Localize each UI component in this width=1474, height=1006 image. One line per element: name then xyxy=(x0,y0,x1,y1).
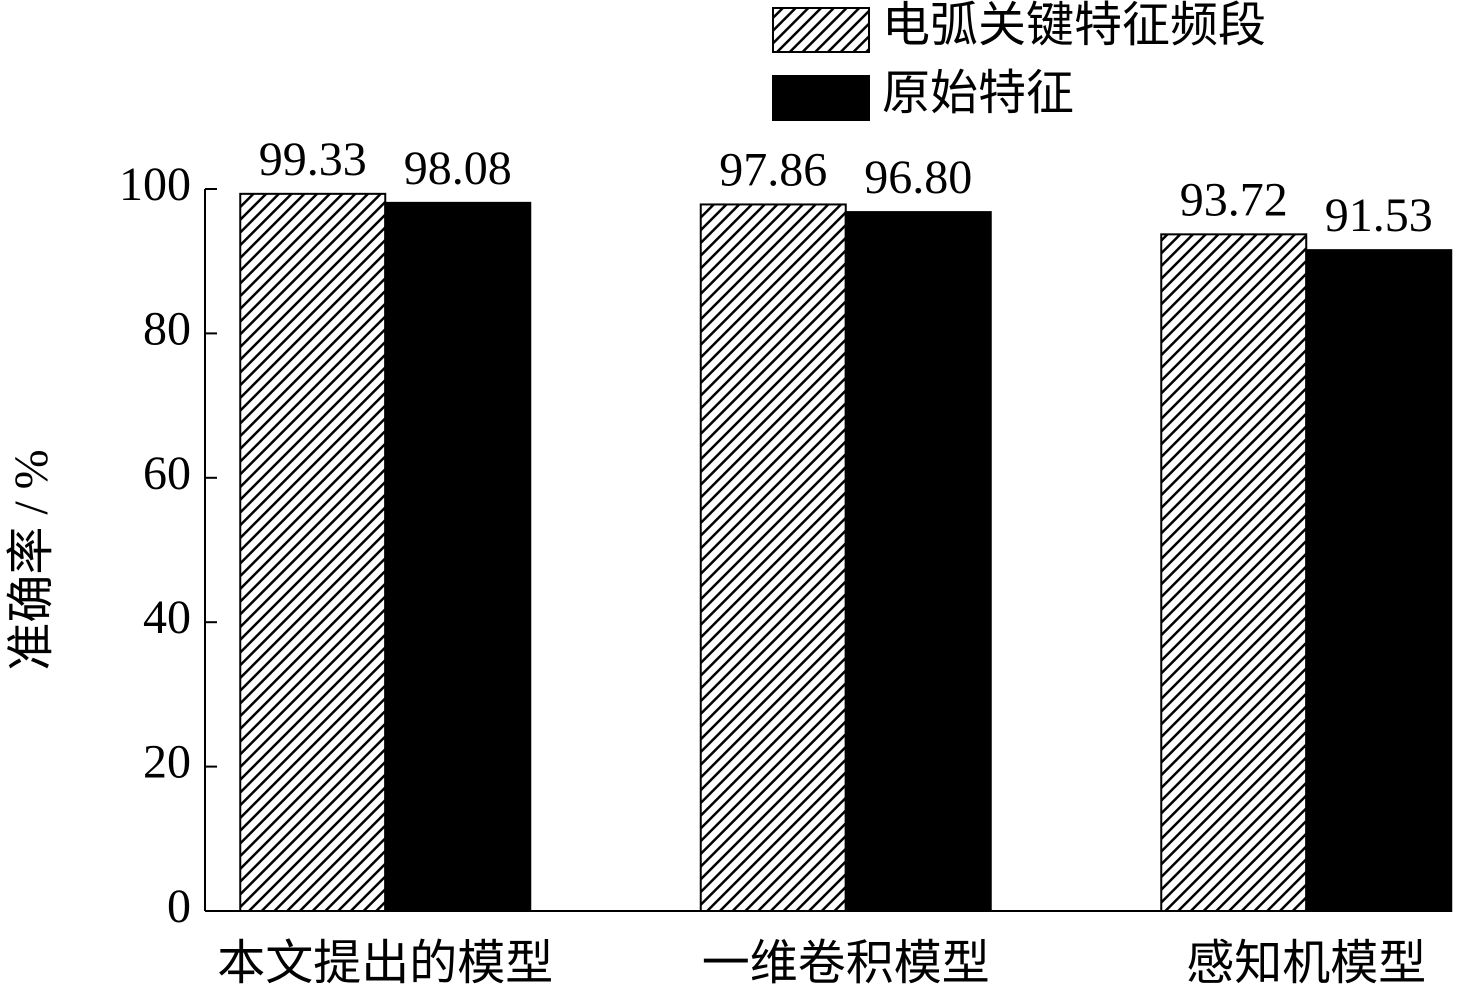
y-tick-label: 40 xyxy=(143,591,191,644)
x-tick-label: 感知机模型 xyxy=(1186,937,1426,990)
value-label: 93.72 xyxy=(1180,173,1288,226)
y-axis-label: 准确率 / % xyxy=(5,449,58,670)
bar xyxy=(384,201,532,912)
value-label: 98.08 xyxy=(404,142,512,195)
legend-label: 电弧关键特征频段 xyxy=(882,0,1266,52)
value-label: 97.86 xyxy=(719,143,827,196)
y-tick-label: 60 xyxy=(143,447,191,500)
value-label: 91.53 xyxy=(1325,189,1433,242)
value-label: 96.80 xyxy=(864,151,972,204)
legend-label: 原始特征 xyxy=(882,67,1074,120)
bar xyxy=(699,203,847,912)
legend-swatch xyxy=(772,75,870,121)
bar xyxy=(1160,233,1308,912)
y-tick-label: 0 xyxy=(167,880,191,933)
x-tick-label: 本文提出的模型 xyxy=(217,937,553,990)
bar xyxy=(844,211,992,912)
legend-swatch xyxy=(772,7,870,53)
value-label: 99.33 xyxy=(259,133,367,186)
y-tick-label: 20 xyxy=(143,736,191,789)
x-tick-label: 一维卷积模型 xyxy=(702,937,990,990)
y-tick-label: 80 xyxy=(143,302,191,355)
y-tick-label: 100 xyxy=(119,158,191,211)
bar xyxy=(239,192,387,912)
bar xyxy=(1305,249,1453,913)
